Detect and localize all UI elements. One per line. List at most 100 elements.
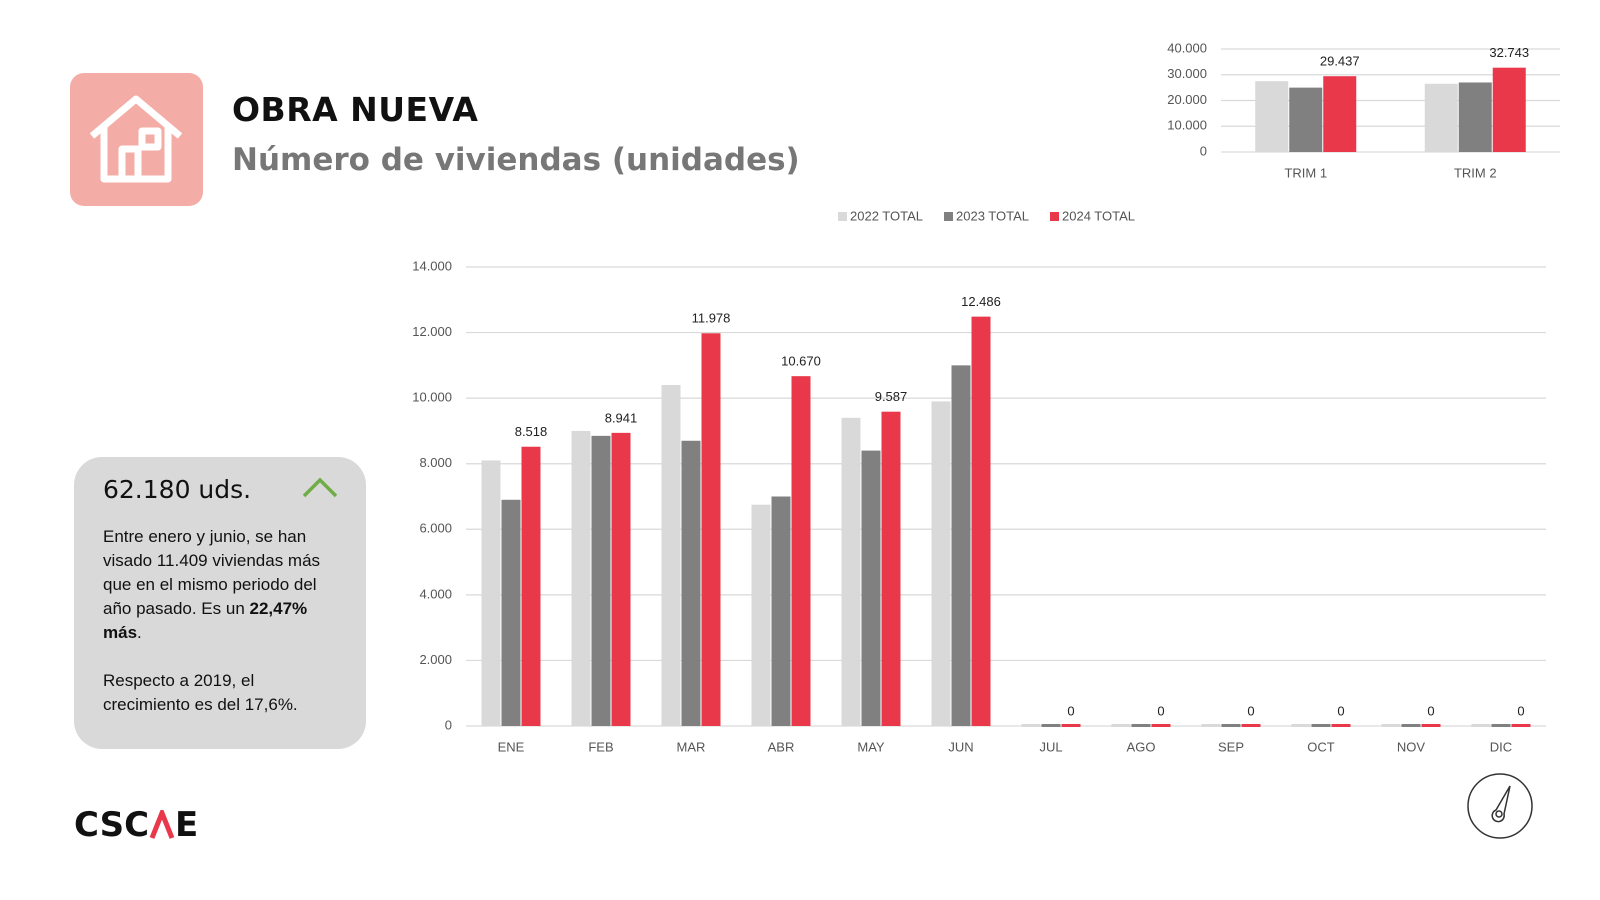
logo-text: E [175,805,199,845]
logo-text: CSC [74,805,150,845]
y-tick-label: 8.000 [419,455,452,470]
bar [1381,724,1401,727]
bar [1323,76,1357,152]
bar [1492,67,1526,152]
data-label: 29.437 [1320,54,1360,69]
data-label: 9.587 [875,389,908,404]
bar [1221,724,1241,727]
data-label: 0 [1517,703,1524,718]
y-tick-label: 30.000 [1167,66,1207,81]
x-tick-label: AGO [1127,739,1156,754]
bar [951,365,971,726]
bar [931,401,951,726]
bar [1111,724,1131,727]
text: . [137,623,142,642]
bar [521,446,541,726]
x-tick-label: ENE [498,739,525,754]
subtitle: Número de viviendas (unidades) [232,142,800,178]
bar [1061,724,1081,727]
bar [1511,724,1531,727]
bar [1041,724,1061,727]
x-tick-label: JUN [948,739,973,754]
bar [611,432,631,726]
data-label: 0 [1427,703,1434,718]
data-label: 0 [1067,703,1074,718]
bar [1421,724,1441,727]
bar [771,496,791,726]
x-tick-label: OCT [1307,739,1335,754]
x-tick-label: MAR [677,739,706,754]
y-tick-label: 0 [1200,143,1207,158]
bar [1291,724,1311,727]
data-label: 0 [1247,703,1254,718]
title: OBRA NUEVA [232,90,479,129]
up-arrow [302,477,338,498]
x-tick-label: FEB [588,739,613,754]
logo-mark [149,810,175,839]
data-label: 0 [1157,703,1164,718]
y-tick-label: 20.000 [1167,92,1207,107]
bar [571,430,591,726]
data-label: 8.518 [515,424,548,439]
bar [1458,82,1492,152]
bar [1151,724,1171,727]
x-tick-label: ABR [768,739,795,754]
bar [1471,724,1491,727]
y-tick-label: 0 [445,717,452,732]
y-tick-label: 10.000 [1167,118,1207,133]
compass-icon [1467,773,1533,839]
bar [881,411,901,726]
y-tick-label: 10.000 [412,390,452,405]
text: Entre enero y junio, se han visado 11.40… [103,527,321,618]
data-label: 11.978 [692,311,731,326]
legend-label: 2023 TOTAL [956,208,1029,223]
bar [861,450,881,726]
x-tick-label: DIC [1490,739,1512,754]
y-tick-label: 12.000 [412,324,452,339]
y-tick-label: 4.000 [419,586,452,601]
bar [1255,81,1289,152]
bar [501,499,521,726]
bar [1491,724,1511,727]
legend-label: 2024 TOTAL [1062,208,1135,223]
data-label: 12.486 [961,294,1001,309]
headline: 62.180 uds. [103,475,252,504]
bar [1401,724,1421,727]
x-tick-label: TRIM 1 [1284,165,1327,180]
x-tick-label: SEP [1218,739,1244,754]
house-icon [70,73,203,206]
bar [1201,724,1221,727]
y-tick-label: 2.000 [419,652,452,667]
bar [701,333,721,726]
legend-swatch [944,212,953,221]
paragraph: Entre enero y junio, se han visado 11.40… [103,525,338,645]
bar [791,376,811,726]
data-label: 10.670 [781,354,821,369]
bar [1241,724,1261,727]
y-tick-label: 6.000 [419,521,452,536]
bar [1311,724,1331,727]
x-tick-label: MAY [857,739,885,754]
bar [751,504,771,726]
bold-text: 22,47% más [103,599,308,642]
legend-label: 2022 TOTAL [850,208,923,223]
y-tick-label: 40.000 [1167,40,1207,55]
data-label: 32.743 [1489,45,1529,60]
bar [1424,83,1458,152]
paragraph: Respecto a 2019, el crecimiento es del 1… [103,671,298,714]
bar [1289,87,1323,152]
bar [971,316,991,726]
x-tick-label: NOV [1397,739,1426,754]
bar [481,460,501,726]
legend-swatch [838,212,847,221]
x-tick-label: TRIM 2 [1454,165,1497,180]
bar [1331,724,1351,727]
data-label: 0 [1337,703,1344,718]
bar [681,440,701,726]
logo: CSC E [74,805,198,845]
bar [841,417,861,726]
bar [1131,724,1151,727]
legend-swatch [1050,212,1059,221]
